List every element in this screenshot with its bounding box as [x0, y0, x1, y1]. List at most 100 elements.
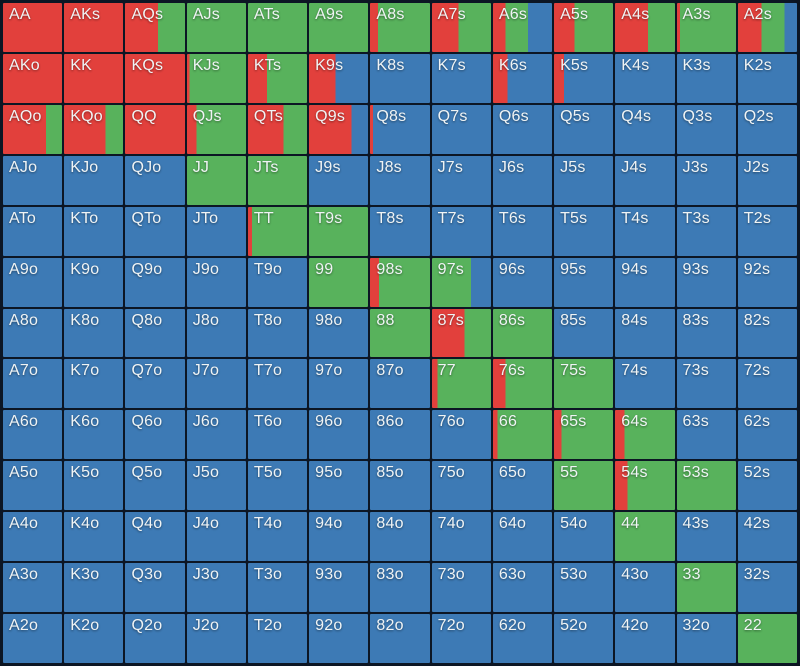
hand-cell-Q7o[interactable]: Q7o	[125, 359, 185, 409]
hand-cell-Q7s[interactable]: Q7s	[431, 104, 491, 154]
hand-cell-J6o[interactable]: J6o	[186, 410, 246, 460]
hand-cell-J7o[interactable]: J7o	[186, 359, 246, 409]
hand-cell-T5o[interactable]: T5o	[247, 461, 308, 511]
hand-cell-T9o[interactable]: T9o	[247, 257, 308, 307]
hand-cell-82s[interactable]: 82s	[737, 308, 797, 358]
hand-cell-J3o[interactable]: J3o	[186, 563, 246, 613]
hand-cell-82o[interactable]: 82o	[370, 614, 430, 663]
hand-cell-J5s[interactable]: J5s	[554, 155, 614, 205]
hand-cell-QJo[interactable]: QJo	[125, 155, 185, 205]
hand-cell-J9o[interactable]: J9o	[186, 257, 246, 307]
hand-cell-Q5s[interactable]: Q5s	[554, 104, 614, 154]
hand-cell-A8o[interactable]: A8o	[3, 308, 63, 358]
hand-cell-K8s[interactable]: K8s	[370, 53, 430, 103]
hand-cell-Q3s[interactable]: Q3s	[676, 104, 736, 154]
hand-cell-75s[interactable]: 75s	[554, 359, 614, 409]
hand-cell-84o[interactable]: 84o	[370, 512, 430, 562]
hand-cell-62s[interactable]: 62s	[737, 410, 797, 460]
hand-cell-Q4s[interactable]: Q4s	[615, 104, 675, 154]
hand-cell-63o[interactable]: 63o	[492, 563, 553, 613]
hand-cell-A9o[interactable]: A9o	[3, 257, 63, 307]
hand-cell-54o[interactable]: 54o	[554, 512, 614, 562]
hand-cell-53s[interactable]: 53s	[676, 461, 736, 511]
hand-cell-AJo[interactable]: AJo	[3, 155, 63, 205]
hand-cell-Q6s[interactable]: Q6s	[492, 104, 553, 154]
hand-cell-74o[interactable]: 74o	[431, 512, 491, 562]
hand-cell-A8s[interactable]: A8s	[370, 3, 430, 52]
hand-cell-T8o[interactable]: T8o	[247, 308, 308, 358]
hand-cell-T7s[interactable]: T7s	[431, 206, 491, 256]
hand-cell-85s[interactable]: 85s	[554, 308, 614, 358]
hand-cell-52s[interactable]: 52s	[737, 461, 797, 511]
hand-cell-76o[interactable]: 76o	[431, 410, 491, 460]
hand-cell-Q5o[interactable]: Q5o	[125, 461, 185, 511]
hand-cell-32o[interactable]: 32o	[676, 614, 736, 663]
hand-cell-72s[interactable]: 72s	[737, 359, 797, 409]
hand-cell-T4s[interactable]: T4s	[615, 206, 675, 256]
hand-cell-A7s[interactable]: A7s	[431, 3, 491, 52]
hand-cell-96o[interactable]: 96o	[309, 410, 369, 460]
hand-cell-K2s[interactable]: K2s	[737, 53, 797, 103]
hand-cell-42o[interactable]: 42o	[615, 614, 675, 663]
hand-cell-J7s[interactable]: J7s	[431, 155, 491, 205]
hand-cell-KQo[interactable]: KQo	[64, 104, 124, 154]
hand-cell-KK[interactable]: KK	[64, 53, 124, 103]
hand-cell-95o[interactable]: 95o	[309, 461, 369, 511]
hand-cell-QTo[interactable]: QTo	[125, 206, 185, 256]
hand-cell-87o[interactable]: 87o	[370, 359, 430, 409]
hand-cell-99[interactable]: 99	[309, 257, 369, 307]
hand-cell-KTo[interactable]: KTo	[64, 206, 124, 256]
hand-cell-J8s[interactable]: J8s	[370, 155, 430, 205]
hand-cell-33[interactable]: 33	[676, 563, 736, 613]
hand-cell-87s[interactable]: 87s	[431, 308, 491, 358]
hand-cell-K5s[interactable]: K5s	[554, 53, 614, 103]
hand-cell-76s[interactable]: 76s	[492, 359, 553, 409]
hand-cell-T4o[interactable]: T4o	[247, 512, 308, 562]
hand-cell-KQs[interactable]: KQs	[125, 53, 185, 103]
hand-cell-K7o[interactable]: K7o	[64, 359, 124, 409]
hand-cell-KJs[interactable]: KJs	[186, 53, 246, 103]
hand-cell-J4o[interactable]: J4o	[186, 512, 246, 562]
hand-cell-J5o[interactable]: J5o	[186, 461, 246, 511]
hand-cell-A2o[interactable]: A2o	[3, 614, 63, 663]
hand-cell-A2s[interactable]: A2s	[737, 3, 797, 52]
hand-cell-J8o[interactable]: J8o	[186, 308, 246, 358]
hand-cell-K6o[interactable]: K6o	[64, 410, 124, 460]
hand-cell-Q9s[interactable]: Q9s	[309, 104, 369, 154]
hand-cell-JTs[interactable]: JTs	[247, 155, 308, 205]
hand-cell-Q3o[interactable]: Q3o	[125, 563, 185, 613]
hand-cell-98o[interactable]: 98o	[309, 308, 369, 358]
hand-cell-TT[interactable]: TT	[247, 206, 308, 256]
hand-cell-T6s[interactable]: T6s	[492, 206, 553, 256]
hand-cell-94s[interactable]: 94s	[615, 257, 675, 307]
hand-cell-AKo[interactable]: AKo	[3, 53, 63, 103]
hand-cell-ATs[interactable]: ATs	[247, 3, 308, 52]
hand-cell-42s[interactable]: 42s	[737, 512, 797, 562]
hand-cell-97o[interactable]: 97o	[309, 359, 369, 409]
hand-cell-93s[interactable]: 93s	[676, 257, 736, 307]
hand-cell-86s[interactable]: 86s	[492, 308, 553, 358]
hand-cell-QJs[interactable]: QJs	[186, 104, 246, 154]
hand-cell-AQo[interactable]: AQo	[3, 104, 63, 154]
hand-cell-AA[interactable]: AA	[3, 3, 63, 52]
hand-cell-Q9o[interactable]: Q9o	[125, 257, 185, 307]
hand-cell-97s[interactable]: 97s	[431, 257, 491, 307]
hand-cell-73s[interactable]: 73s	[676, 359, 736, 409]
hand-cell-QTs[interactable]: QTs	[247, 104, 308, 154]
hand-cell-T9s[interactable]: T9s	[309, 206, 369, 256]
hand-cell-94o[interactable]: 94o	[309, 512, 369, 562]
hand-cell-Q6o[interactable]: Q6o	[125, 410, 185, 460]
hand-cell-JJ[interactable]: JJ	[186, 155, 246, 205]
hand-cell-63s[interactable]: 63s	[676, 410, 736, 460]
hand-cell-A3o[interactable]: A3o	[3, 563, 63, 613]
hand-cell-T3s[interactable]: T3s	[676, 206, 736, 256]
hand-cell-A5o[interactable]: A5o	[3, 461, 63, 511]
hand-cell-43s[interactable]: 43s	[676, 512, 736, 562]
hand-cell-A7o[interactable]: A7o	[3, 359, 63, 409]
hand-cell-85o[interactable]: 85o	[370, 461, 430, 511]
hand-cell-T7o[interactable]: T7o	[247, 359, 308, 409]
hand-cell-QQ[interactable]: QQ	[125, 104, 185, 154]
hand-cell-64s[interactable]: 64s	[615, 410, 675, 460]
hand-cell-54s[interactable]: 54s	[615, 461, 675, 511]
hand-cell-Q4o[interactable]: Q4o	[125, 512, 185, 562]
